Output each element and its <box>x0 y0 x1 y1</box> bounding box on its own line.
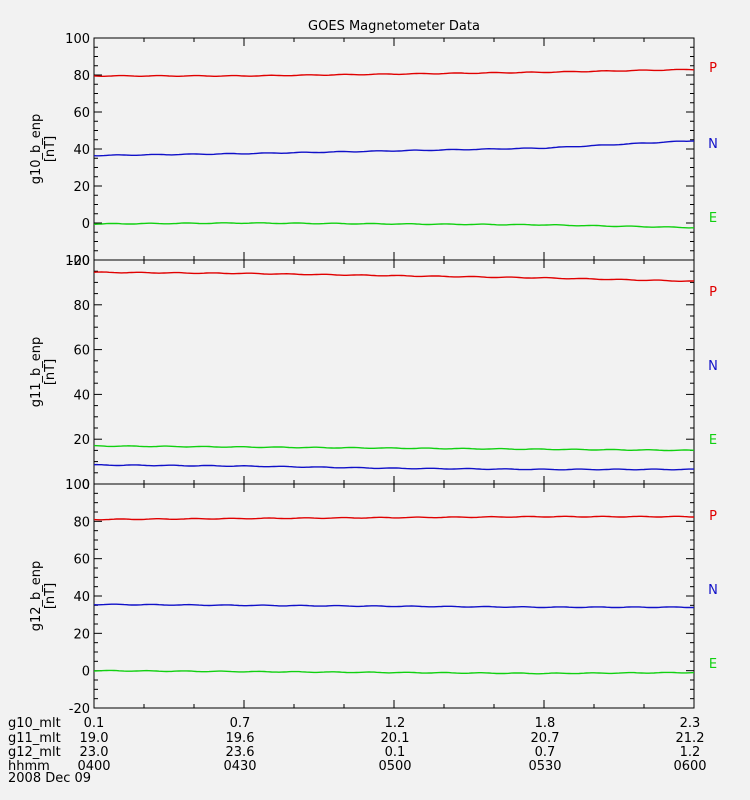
series-N <box>93 463 694 471</box>
footer-cell: 0.1 <box>84 716 105 731</box>
footer-cell: 20.7 <box>531 731 560 746</box>
legend-P: P <box>709 61 717 76</box>
footer-cell: 0.7 <box>230 716 251 731</box>
series-P <box>93 68 695 78</box>
footer-table: g10_mlt 0.1 0.7 1.2 1.8 2.3 g11_mlt 19.0 19.6 20.… <box>8 716 707 774</box>
footer-row-label: hhmm <box>8 759 50 774</box>
y-tick-label: 100 <box>65 254 90 269</box>
legend-P: P <box>709 509 717 524</box>
footer-cell: 1.2 <box>385 716 406 731</box>
chart-title: GOES Magnetometer Data <box>308 19 480 34</box>
legend-P: P <box>709 285 717 300</box>
footer-cell: 1.2 <box>680 745 701 760</box>
footer-cell: 2.3 <box>680 716 701 731</box>
footer-cell: 0400 <box>77 759 110 774</box>
y-tick-label: 80 <box>73 69 90 84</box>
footer-cell: 21.2 <box>676 731 705 746</box>
y-tick-label: 20 <box>73 433 90 448</box>
y-axis-label: g10_b_enp <box>29 114 44 185</box>
y-tick-label: 40 <box>73 143 90 158</box>
y-tick-label: 40 <box>73 590 90 605</box>
y-tick-label: 0 <box>82 217 90 232</box>
panel-g11_b_enp: 0 20 40 60 80 100 g11_b_enp [nT] P N E <box>29 254 718 493</box>
y-tick-label: 60 <box>73 553 90 568</box>
panel-g10_b_enp: -20 0 20 40 60 80 100 g10_b_enp [nT] P N E <box>29 32 718 269</box>
series-E <box>93 444 695 452</box>
y-tick-label: -20 <box>69 254 90 269</box>
y-tick-label: 60 <box>73 344 90 359</box>
legend-N: N <box>708 359 718 374</box>
footer-cell: 23.0 <box>80 745 109 760</box>
y-tick-label: -20 <box>69 702 90 717</box>
series-N <box>93 140 695 157</box>
y-axis-label: g11_b_enp <box>29 337 44 408</box>
y-axis-label: g12_b_enp <box>29 561 44 632</box>
legend-E: E <box>709 211 717 226</box>
legend-N: N <box>708 583 718 598</box>
y-tick-label: 40 <box>73 388 90 403</box>
footer-row-label: g12_mlt <box>8 745 61 760</box>
date-label: 2008 Dec 09 <box>8 771 91 786</box>
y-tick-label: 100 <box>65 478 90 493</box>
footer-cell: 0430 <box>223 759 256 774</box>
footer-cell: 23.6 <box>226 745 255 760</box>
footer-cell: 0.1 <box>385 745 406 760</box>
legend-E: E <box>709 657 717 672</box>
footer-cell: 0.7 <box>535 745 556 760</box>
y-axis-unit: [nT] <box>43 359 58 385</box>
series-P <box>93 271 695 282</box>
series-N <box>93 603 694 609</box>
panel-g12_b_enp: -20 0 20 40 60 80 100 g12_b_enp [nT] P N E <box>29 478 718 717</box>
footer-cell: 20.1 <box>381 731 410 746</box>
series-P <box>93 515 694 521</box>
footer-cell: 1.8 <box>535 716 556 731</box>
footer-row-label: g11_mlt <box>8 731 61 746</box>
y-axis-unit: [nT] <box>43 583 58 609</box>
footer-row-label: g10_mlt <box>8 716 61 731</box>
y-axis-unit: [nT] <box>43 136 58 162</box>
y-tick-label: 80 <box>73 515 90 530</box>
y-tick-label: 100 <box>65 32 90 47</box>
series-E <box>93 222 694 229</box>
footer-cell: 0600 <box>673 759 706 774</box>
footer-cell: 19.6 <box>226 731 255 746</box>
footer-cell: 0500 <box>378 759 411 774</box>
y-tick-label: 0 <box>82 665 90 680</box>
footer-cell: 19.0 <box>80 731 109 746</box>
legend-N: N <box>708 137 718 152</box>
y-tick-label: 60 <box>73 106 90 121</box>
y-tick-label: 20 <box>73 627 90 642</box>
y-tick-label: 80 <box>73 299 90 314</box>
y-tick-label: 0 <box>82 478 90 493</box>
series-E <box>93 669 695 675</box>
footer-cell: 0530 <box>528 759 561 774</box>
y-tick-label: 20 <box>73 180 90 195</box>
legend-E: E <box>709 433 717 448</box>
